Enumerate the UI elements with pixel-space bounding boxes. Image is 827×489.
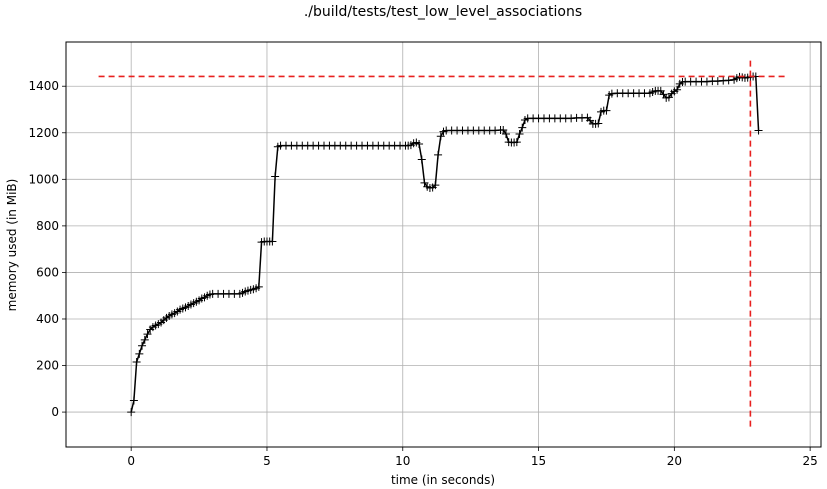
data-point-marker xyxy=(140,335,149,344)
data-point-marker xyxy=(138,341,147,350)
data-point-marker xyxy=(594,119,603,128)
data-point-marker xyxy=(417,155,426,164)
data-point-marker xyxy=(515,129,524,138)
data-point-marker xyxy=(254,282,263,291)
data-point-marker xyxy=(129,396,138,405)
data-point-marker xyxy=(602,106,611,115)
data-point-marker xyxy=(135,349,144,358)
y-tick-label: 800 xyxy=(36,219,59,233)
data-point-marker xyxy=(436,132,445,141)
x-tick-label: 25 xyxy=(802,454,817,468)
data-point-marker xyxy=(724,76,733,85)
x-tick-label: 5 xyxy=(263,454,271,468)
data-point-marker xyxy=(132,358,141,367)
data-point-marker xyxy=(431,181,440,190)
data-point-marker xyxy=(143,330,152,339)
data-point-marker xyxy=(127,408,136,417)
chart-title: ./build/tests/test_low_level_association… xyxy=(304,4,582,20)
x-tick-label: 0 xyxy=(127,454,135,468)
y-tick-label: 400 xyxy=(36,312,59,326)
data-point-marker xyxy=(434,150,443,159)
plot-frame xyxy=(65,41,822,448)
data-point-marker xyxy=(754,126,763,135)
peak-marker-layer xyxy=(98,60,789,429)
x-axis-label: time (in seconds) xyxy=(391,473,495,487)
data-point-marker xyxy=(512,138,521,147)
data-point-marker xyxy=(518,123,527,132)
data-point-marker xyxy=(271,172,280,181)
y-axis-label: memory used (in MiB) xyxy=(5,179,19,312)
y-tick-label: 1200 xyxy=(28,126,59,140)
data-point-marker xyxy=(673,85,682,94)
axes: 0 5 10 15 20 25 0 200 400 600 800 1000 1200 1400 xyxy=(28,79,817,468)
y-tick-label: 200 xyxy=(36,359,59,373)
y-tick-label: 600 xyxy=(36,265,59,279)
data-point-marker xyxy=(501,129,510,138)
x-tick-label: 20 xyxy=(667,454,682,468)
series-layer xyxy=(127,72,763,417)
data-point-marker xyxy=(268,237,277,246)
y-tick-label: 0 xyxy=(51,405,59,419)
x-tick-label: 15 xyxy=(531,454,546,468)
y-tick-label: 1400 xyxy=(28,79,59,93)
y-tick-label: 1000 xyxy=(28,172,59,186)
data-point-marker xyxy=(415,139,424,148)
x-tick-label: 10 xyxy=(395,454,410,468)
